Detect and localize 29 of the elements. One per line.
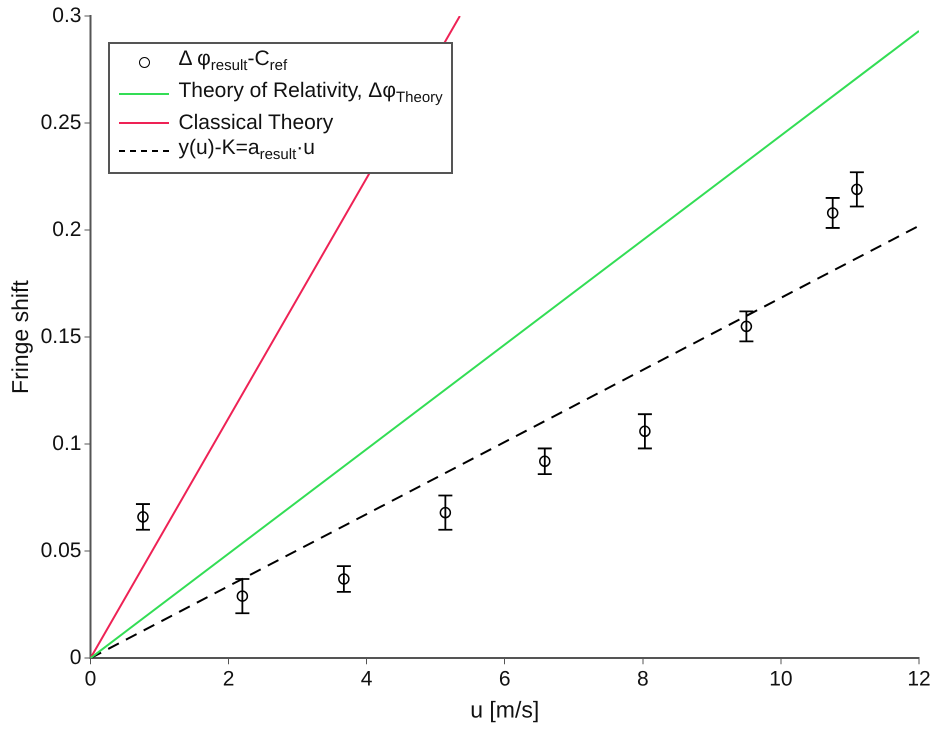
y-tick-label: 0.05 bbox=[40, 538, 82, 562]
legend-label: Theory of Relativity, Δφ$_{Theory}$ bbox=[178, 78, 443, 108]
legend-label: Δ φ$_{result}$-C$_{ref}$ bbox=[178, 46, 288, 76]
point bbox=[338, 573, 350, 585]
point bbox=[539, 456, 551, 468]
point bbox=[826, 207, 838, 219]
y-tick-label: 0.1 bbox=[52, 432, 82, 455]
x-tick-label: 2 bbox=[222, 668, 234, 691]
x-tick-label: 4 bbox=[360, 668, 373, 691]
y-tick-label: 0 bbox=[70, 646, 82, 669]
y-axis-title: Fringe shift bbox=[7, 280, 34, 394]
point bbox=[236, 590, 248, 602]
point bbox=[639, 426, 651, 438]
y-tick-label: 0.25 bbox=[40, 110, 82, 134]
y-tick-label: 0.2 bbox=[52, 218, 82, 241]
x-tick-label: 12 bbox=[907, 668, 931, 691]
point bbox=[137, 511, 149, 523]
y-tick-label: 0.3 bbox=[52, 4, 82, 27]
legend-label: Classical Theory bbox=[178, 110, 334, 136]
x-tick-label: 8 bbox=[636, 668, 649, 691]
x-axis-title: u [m/s] bbox=[470, 696, 540, 723]
point bbox=[440, 506, 452, 518]
x-tick-label: 10 bbox=[769, 668, 793, 691]
y-tick-label: 0.15 bbox=[40, 324, 82, 348]
legend-label: y(u)-K=a$_{result}$·u bbox=[178, 135, 315, 166]
point bbox=[851, 184, 863, 196]
point bbox=[740, 320, 752, 332]
x-tick-label: 6 bbox=[498, 668, 511, 691]
x-tick-label: 0 bbox=[84, 668, 96, 691]
